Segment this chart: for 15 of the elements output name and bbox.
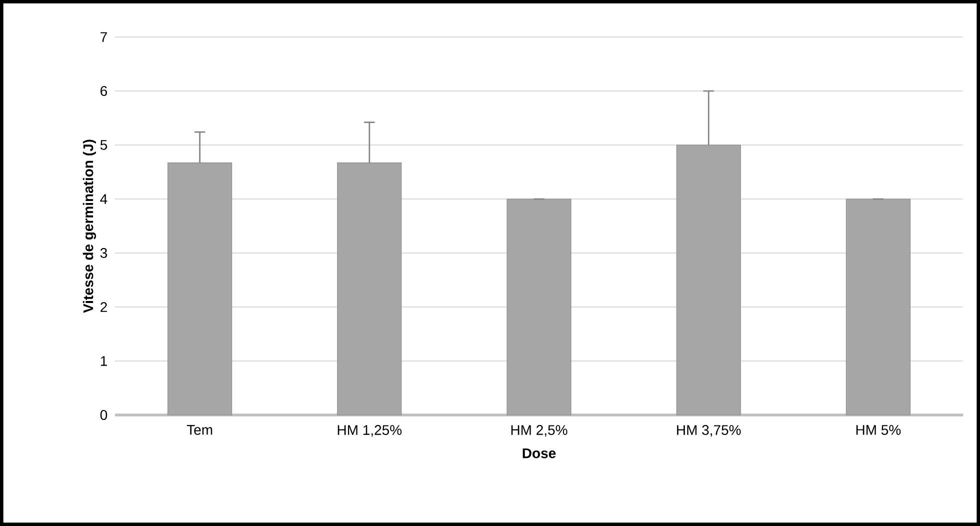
- y-tick-label: 3: [100, 248, 108, 258]
- y-tick-label: 6: [100, 86, 108, 96]
- x-tick-label: HM 3,75%: [677, 425, 741, 437]
- x-tick-label: HM 2,5%: [511, 425, 568, 437]
- y-tick-label: 5: [100, 140, 108, 150]
- y-tick-label: 0: [100, 410, 108, 420]
- y-tick-label: 4: [100, 194, 108, 204]
- y-tick-label: 2: [100, 302, 107, 312]
- x-tick-label: HM 1,25%: [338, 425, 402, 437]
- y-axis-title: Vitesse de germination (J): [82, 140, 96, 313]
- x-axis-title: Dose: [522, 448, 556, 458]
- x-tick-label: HM 5%: [856, 425, 901, 435]
- y-tick-label: 1: [100, 356, 107, 366]
- y-tick-label: 7: [100, 32, 107, 42]
- x-tick-label: Tem: [186, 425, 212, 435]
